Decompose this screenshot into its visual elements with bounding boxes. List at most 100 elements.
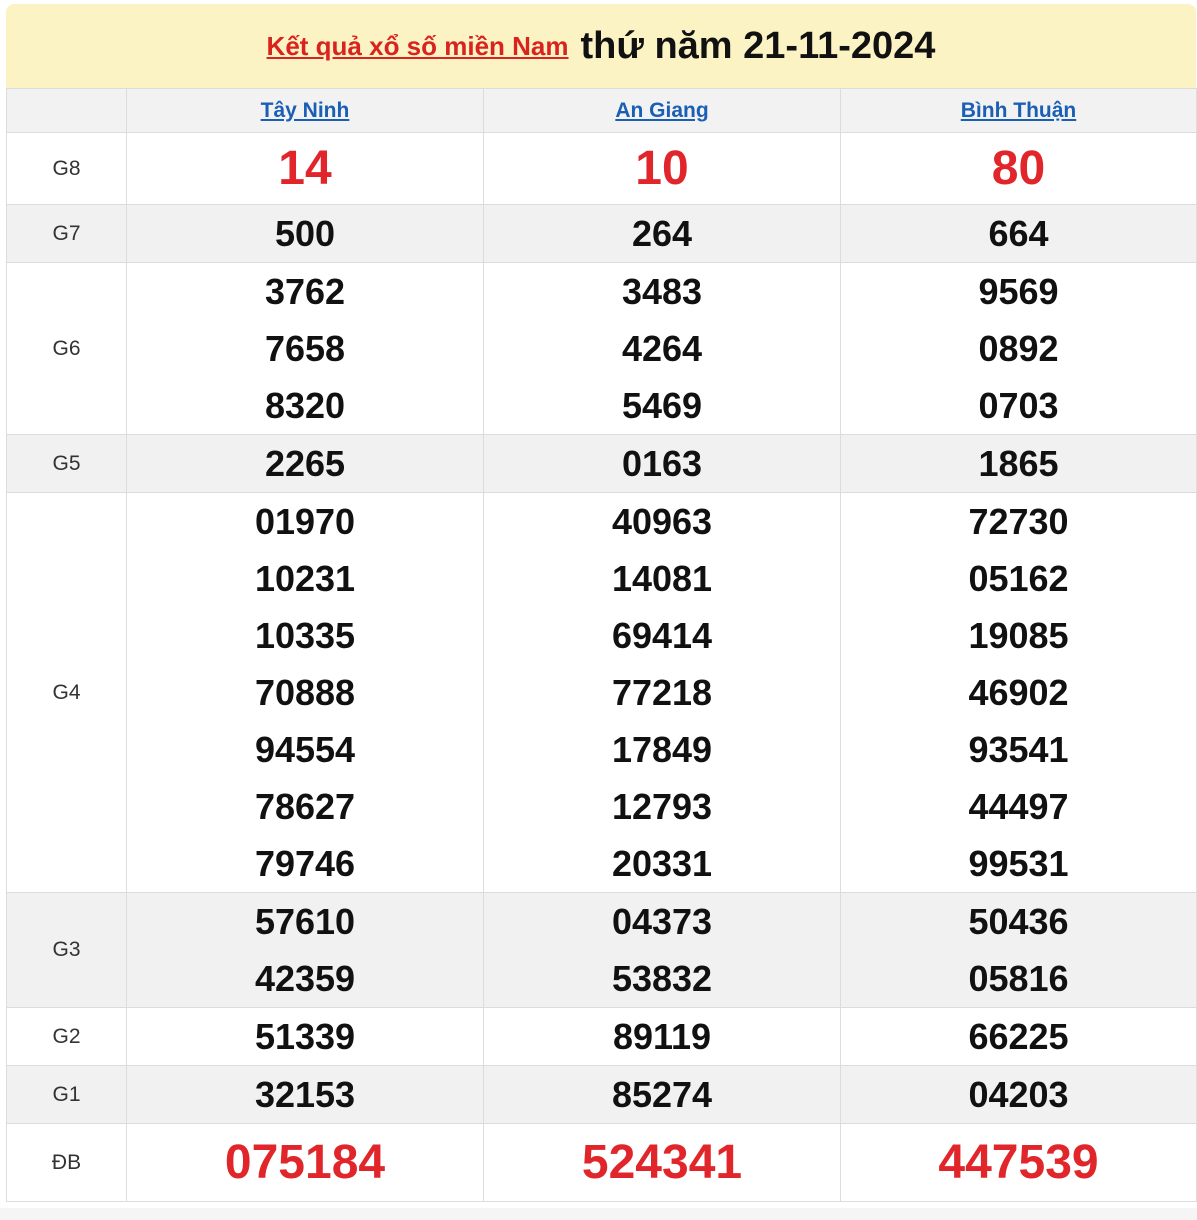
prize-cell: 66225	[840, 1007, 1197, 1066]
prize-cell: 264	[483, 204, 841, 263]
prize-cell: 57610 42359	[126, 892, 484, 1008]
prize-label: G2	[6, 1007, 127, 1066]
prize-number: 664	[988, 213, 1049, 254]
prize-cell: 50436 05816	[840, 892, 1197, 1008]
prize-number: 0892	[978, 328, 1059, 369]
prize-number: 53832	[611, 958, 713, 999]
prize-cell: 075184	[126, 1123, 484, 1202]
prize-cell: 664	[840, 204, 1197, 263]
province-link[interactable]: Bình Thuận	[960, 98, 1077, 122]
prize-number: 500	[274, 213, 336, 254]
prize-number: 04203	[968, 1074, 1069, 1115]
prize-label: G5	[6, 434, 127, 493]
lottery-results: Kết quả xổ số miền Nam thứ năm 21-11-202…	[6, 4, 1197, 1202]
prize-number: 2265	[264, 443, 346, 484]
prize-cell: 9569 0892 0703	[840, 262, 1197, 435]
prize-number: 66225	[968, 1016, 1069, 1057]
prize-cell: 51339	[126, 1007, 484, 1066]
prize-number: 50436	[968, 901, 1069, 942]
prize-label: G8	[6, 132, 127, 205]
prize-row-g6: G6 3762 7658 8320 3483 4264 5469 9569 0892 0703	[6, 262, 1197, 435]
prize-number: 77218	[611, 672, 713, 713]
province-link[interactable]: Tây Ninh	[260, 98, 350, 122]
prize-row-đb: ĐB 075184 524341 447539	[6, 1123, 1197, 1202]
prize-number: 42359	[254, 958, 356, 999]
prize-number: 57610	[254, 901, 356, 942]
prize-number: 19085	[968, 615, 1069, 656]
prize-row-g7: G7 500 264 664	[6, 204, 1197, 263]
province-link[interactable]: An Giang	[615, 98, 709, 122]
prize-cell: 500	[126, 204, 484, 263]
prize-number: 69414	[611, 615, 713, 656]
prize-number: 93541	[968, 729, 1069, 770]
prize-label: G7	[6, 204, 127, 263]
prize-number: 7658	[264, 328, 346, 369]
results-header: Kết quả xổ số miền Nam thứ năm 21-11-202…	[6, 4, 1196, 88]
results-link[interactable]: Kết quả xổ số miền Nam	[266, 30, 569, 61]
prize-cell: 2265	[126, 434, 484, 493]
prize-label: G6	[6, 262, 127, 435]
prize-row-g1: G1 32153 85274 04203	[6, 1065, 1197, 1124]
prize-number: 075184	[224, 1136, 386, 1189]
prize-number: 5469	[621, 385, 703, 426]
prize-cell: 40963 14081 69414 77218 17849 12793 20331	[483, 492, 841, 893]
prize-number: 04373	[611, 901, 713, 942]
prize-number: 17849	[611, 729, 713, 770]
prize-number: 14081	[611, 558, 713, 599]
prize-number: 9569	[978, 271, 1059, 312]
prize-label: G1	[6, 1065, 127, 1124]
prize-number: 51339	[254, 1016, 356, 1057]
prize-cell: 0163	[483, 434, 841, 493]
prize-cell: 1865	[840, 434, 1197, 493]
prize-number: 14	[278, 142, 332, 195]
prize-cell: 89119	[483, 1007, 841, 1066]
prize-cell: 01970 10231 10335 70888 94554 78627 79746	[126, 492, 484, 893]
page-bottom-strip	[0, 1208, 1197, 1220]
prize-row-g3: G3 57610 42359 04373 53832 50436 05816	[6, 892, 1197, 1008]
prize-number: 72730	[968, 501, 1069, 542]
prize-number: 3483	[621, 271, 703, 312]
prize-number: 85274	[611, 1074, 713, 1115]
empty-header-cell	[6, 88, 127, 133]
prize-number: 20331	[611, 843, 713, 884]
prize-cell: 524341	[483, 1123, 841, 1202]
prize-row-g5: G5 2265 0163 1865	[6, 434, 1197, 493]
prize-number: 3762	[264, 271, 346, 312]
prize-number: 44497	[968, 786, 1069, 827]
prize-number: 10	[635, 142, 689, 195]
prize-number: 78627	[254, 786, 356, 827]
prize-row-g2: G2 51339 89119 66225	[6, 1007, 1197, 1066]
prize-number: 524341	[581, 1136, 743, 1189]
prize-number: 94554	[254, 729, 356, 770]
prize-label: G4	[6, 492, 127, 893]
prize-number: 01970	[254, 501, 356, 542]
prize-number: 10335	[254, 615, 356, 656]
prize-number: 89119	[612, 1016, 712, 1057]
prize-number: 12793	[611, 786, 713, 827]
draw-date: thứ năm 21-11-2024	[580, 24, 936, 67]
prize-number: 40963	[611, 501, 713, 542]
prize-number: 447539	[938, 1136, 1099, 1189]
prize-cell: 447539	[840, 1123, 1197, 1202]
prize-row-g8: G8 14 10 80	[6, 132, 1197, 205]
prize-cell: 32153	[126, 1065, 484, 1124]
prize-number: 80	[991, 142, 1046, 195]
prize-number: 32153	[254, 1074, 356, 1115]
prize-cell: 72730 05162 19085 46902 93541 44497 99531	[840, 492, 1197, 893]
prize-label: G3	[6, 892, 127, 1008]
prize-cell: 10	[483, 132, 841, 205]
prize-row-g4: G4 01970 10231 10335 70888 94554 78627 79746 409…	[6, 492, 1197, 893]
prize-number: 05162	[968, 558, 1069, 599]
prize-number: 10231	[254, 558, 356, 599]
prize-number: 79746	[254, 843, 356, 884]
prize-number: 99531	[968, 843, 1069, 884]
prize-cell: 14	[126, 132, 484, 205]
prize-number: 0163	[621, 443, 703, 484]
prize-number: 70888	[254, 672, 356, 713]
prize-cell: 3483 4264 5469	[483, 262, 841, 435]
prize-number: 46902	[968, 672, 1069, 713]
prize-number: 0703	[978, 385, 1059, 426]
prize-cell: 3762 7658 8320	[126, 262, 484, 435]
province-header-row: Tây Ninh An Giang Bình Thuận	[6, 88, 1197, 133]
prize-number: 05816	[968, 958, 1069, 999]
